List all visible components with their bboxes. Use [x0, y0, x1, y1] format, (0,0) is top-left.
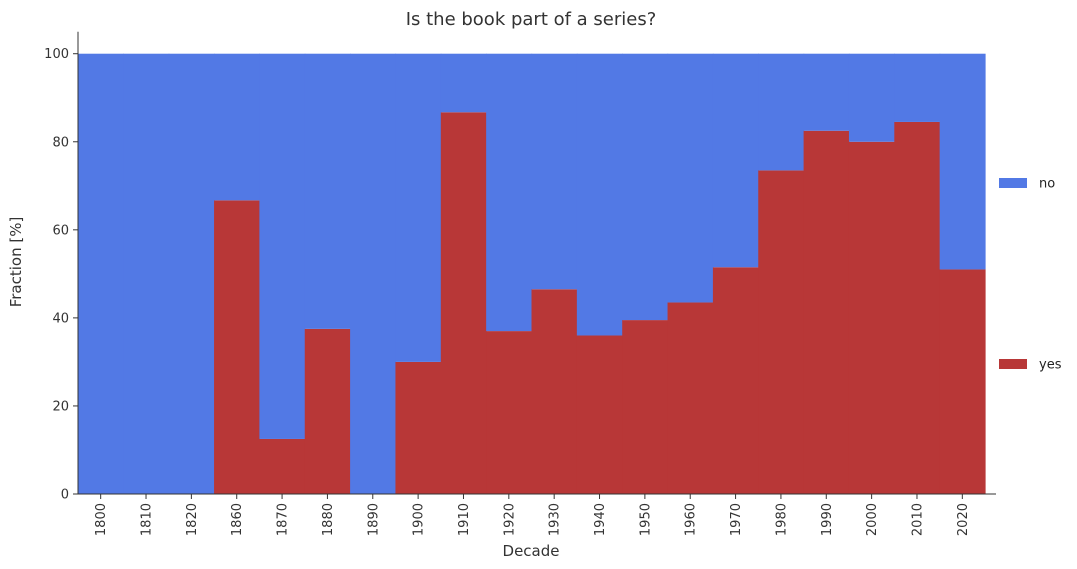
legend-label-no: no: [1039, 177, 1055, 192]
x-tick-label: 1870: [276, 503, 291, 536]
bar-no-1860: [214, 53, 260, 201]
bar-no-1890: [350, 53, 397, 495]
legend-swatch-yes: [999, 359, 1027, 369]
bar-no-2000: [848, 53, 895, 142]
bar-no-1870: [259, 53, 306, 439]
bar-no-1910: [440, 53, 487, 113]
bar-no-1820: [168, 53, 215, 495]
bar-yes-1870: [259, 438, 306, 494]
bar-yes-1900: [395, 361, 442, 494]
y-tick-label: 80: [52, 135, 69, 150]
bar-no-1810: [123, 53, 170, 495]
legend-swatch-no: [999, 178, 1027, 188]
x-tick-label: 1980: [774, 503, 789, 536]
bar-yes-1910: [440, 112, 487, 495]
bar-yes-1970: [712, 267, 759, 494]
bar-yes-1940: [576, 335, 623, 494]
bar-no-1920: [486, 53, 533, 332]
x-axis: 1800 1810 1820 1860 1870 1880 1890 1900 1910 1920…: [78, 493, 996, 536]
bar-yes-2000: [848, 141, 895, 494]
legend: no yes: [999, 177, 1062, 373]
x-tick-label: 1970: [729, 503, 744, 536]
y-axis: 0 20 40 60 80 100: [44, 31, 79, 503]
x-tick-label: 1820: [185, 503, 200, 536]
x-axis-label: Decade: [503, 542, 560, 560]
x-tick-label: 2020: [956, 503, 971, 536]
x-tick-label: 1930: [548, 503, 563, 536]
x-tick-label: 2010: [910, 503, 925, 536]
y-tick-label: 0: [61, 488, 69, 503]
bar-no-1950: [622, 53, 669, 321]
bar-yes-1990: [803, 130, 850, 494]
x-tick-label: 1920: [502, 503, 517, 536]
x-tick-label: 1910: [457, 503, 472, 536]
bar-no-2020: [939, 53, 986, 270]
y-tick-label: 100: [44, 47, 69, 62]
x-tick-label: 1810: [140, 503, 155, 536]
x-tick-label: 1950: [638, 503, 653, 536]
bar-no-1880: [304, 53, 351, 329]
x-tick-label: 1900: [412, 503, 427, 536]
bar-yes-1980: [758, 170, 805, 494]
x-tick-label: 2000: [865, 503, 880, 536]
bar-no-2010: [894, 53, 941, 122]
bar-no-1990: [803, 53, 850, 131]
bar-yes-1960: [667, 302, 714, 494]
y-tick-label: 60: [52, 223, 69, 238]
x-tick-label: 1800: [94, 503, 109, 536]
bar-no-1980: [758, 53, 805, 171]
x-tick-label: 1880: [321, 503, 336, 536]
x-tick-label: 1990: [820, 503, 835, 536]
bar-yes-1860: [214, 200, 260, 494]
bar-no-1900: [395, 53, 442, 362]
y-axis-label: Fraction [%]: [7, 217, 25, 308]
bar-yes-1950: [622, 320, 669, 494]
x-tick-label: 1860: [230, 503, 245, 536]
chart-title: Is the book part of a series?: [406, 9, 657, 30]
x-tick-label: 1940: [593, 503, 608, 536]
bar-no-1800: [78, 53, 124, 495]
bars-group: [78, 53, 986, 495]
bar-yes-1880: [304, 328, 351, 494]
x-tick-label: 1960: [684, 503, 699, 536]
y-tick-label: 20: [52, 399, 69, 414]
legend-label-yes: yes: [1039, 358, 1062, 373]
bar-yes-1930: [531, 289, 578, 494]
bar-no-1940: [576, 53, 623, 336]
bar-yes-1920: [486, 331, 533, 494]
bar-no-1930: [531, 53, 578, 290]
bar-yes-2010: [894, 121, 941, 495]
bar-no-1970: [712, 53, 759, 268]
y-tick-label: 40: [52, 311, 69, 326]
x-tick-label: 1890: [366, 503, 381, 536]
bar-yes-2020: [939, 269, 986, 494]
bar-no-1960: [667, 53, 714, 303]
